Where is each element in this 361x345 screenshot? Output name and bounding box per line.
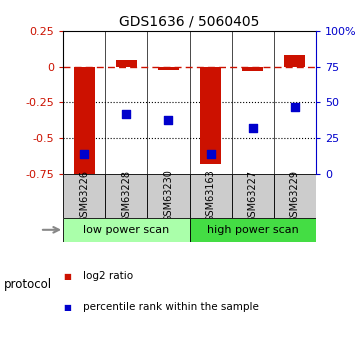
- Bar: [284, 55, 305, 67]
- Bar: [63, 218, 190, 241]
- Bar: [242, 67, 263, 71]
- Point: [166, 117, 171, 122]
- Text: GSM63230: GSM63230: [164, 170, 174, 223]
- Text: ■: ■: [63, 303, 71, 312]
- Text: protocol: protocol: [4, 278, 52, 291]
- Bar: [200, 67, 221, 164]
- Text: low power scan: low power scan: [83, 225, 169, 235]
- Text: ■: ■: [63, 272, 71, 280]
- Bar: [116, 60, 137, 67]
- Bar: [274, 174, 316, 218]
- Text: high power scan: high power scan: [207, 225, 299, 235]
- Text: GSM63226: GSM63226: [79, 169, 89, 223]
- Text: GSM63227: GSM63227: [248, 169, 258, 223]
- Bar: [232, 174, 274, 218]
- Bar: [190, 174, 232, 218]
- Bar: [158, 67, 179, 70]
- Point: [208, 151, 213, 157]
- Bar: [74, 67, 95, 178]
- Text: GSM63163: GSM63163: [205, 170, 216, 223]
- Point: [81, 151, 87, 157]
- Bar: [190, 218, 316, 241]
- Point: [123, 111, 129, 117]
- Bar: [105, 174, 147, 218]
- Point: [250, 126, 256, 131]
- Text: percentile rank within the sample: percentile rank within the sample: [83, 302, 259, 312]
- Text: log2 ratio: log2 ratio: [83, 271, 133, 281]
- Text: GSM63228: GSM63228: [121, 169, 131, 223]
- Bar: [63, 174, 105, 218]
- Point: [292, 104, 298, 110]
- Text: GSM63229: GSM63229: [290, 169, 300, 223]
- Bar: [147, 174, 190, 218]
- Title: GDS1636 / 5060405: GDS1636 / 5060405: [119, 14, 260, 29]
